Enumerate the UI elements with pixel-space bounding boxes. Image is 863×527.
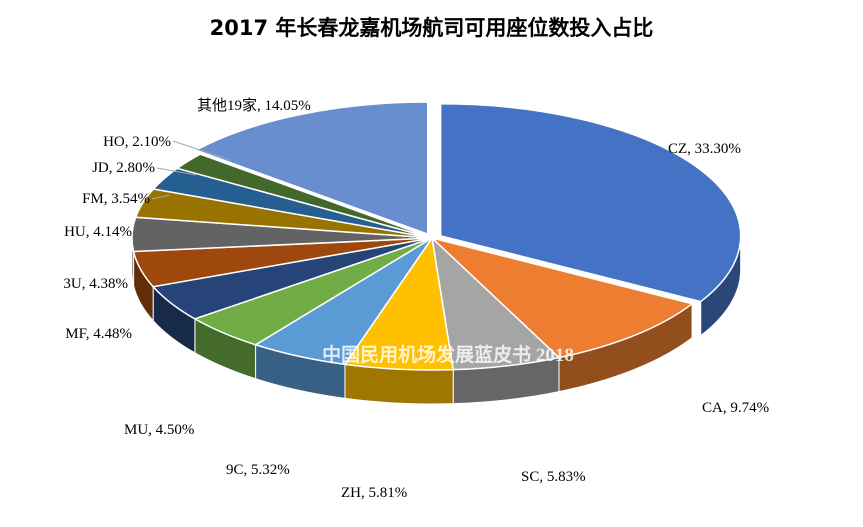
slice-label-2: SC, 5.83%	[521, 469, 586, 485]
slice-label-8: HU, 4.14%	[64, 224, 132, 240]
slice-label-11: HO, 2.10%	[103, 134, 171, 150]
watermark-text: 中国民用机场发展蓝皮书 2018	[322, 343, 574, 366]
slice-label-12: 其他19家, 14.05%	[197, 97, 311, 114]
slice-label-0: CZ, 33.30%	[668, 141, 741, 157]
slice-label-4: 9C, 5.32%	[226, 462, 290, 478]
chart-title: 2017 年长春龙嘉机场航司可用座位数投入占比	[209, 16, 654, 40]
slice-label-10: JD, 2.80%	[92, 160, 155, 176]
pie-slice-1	[429, 236, 694, 359]
pie-top-faces	[131, 101, 742, 371]
leader-line-11	[172, 140, 231, 161]
pie-slice-0	[439, 103, 742, 303]
slice-label-3: ZH, 5.81%	[341, 485, 407, 501]
slice-label-5: MU, 4.50%	[124, 422, 194, 438]
slice-label-9: FM, 3.54%	[82, 191, 150, 207]
leader-line-9	[151, 194, 171, 200]
pie-slice-11	[175, 153, 433, 239]
pie-slice-12	[194, 101, 429, 236]
pie-labels: CZ, 33.30% CA, 9.74% SC, 5.83% ZH, 5.81% 9C,…	[63, 97, 769, 501]
slice-label-7: 3U, 4.38%	[63, 276, 128, 292]
leader-line-10	[156, 167, 197, 176]
slice-label-6: MF, 4.48%	[65, 326, 132, 342]
slice-label-1: CA, 9.74%	[702, 400, 769, 416]
